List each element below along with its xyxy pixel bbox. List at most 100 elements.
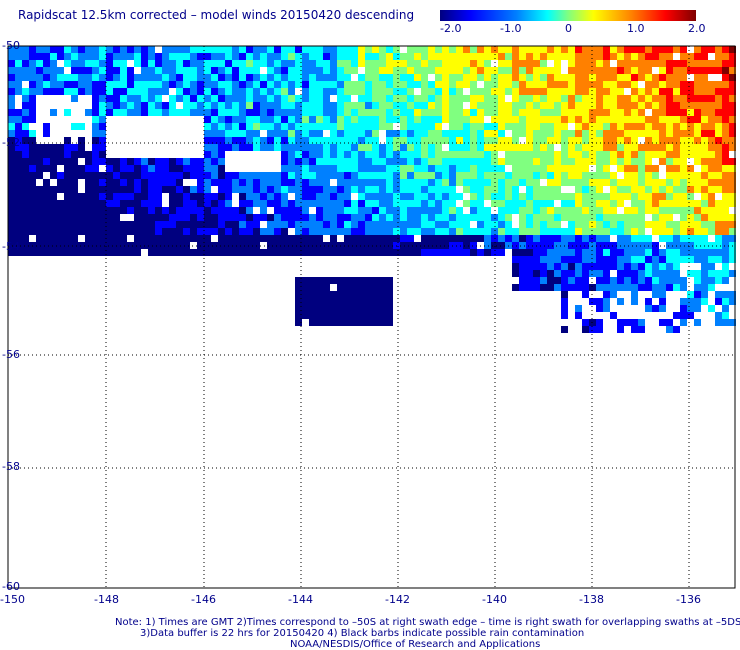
wind-cell [729,95,736,102]
wind-cell [631,298,638,305]
wind-cell [456,179,463,186]
wind-cell [575,158,582,165]
wind-cell [267,193,274,200]
wind-cell [435,158,442,165]
wind-cell [204,109,211,116]
wind-cell [680,228,687,235]
wind-cell [554,53,561,60]
wind-cell [22,130,29,137]
wind-cell [365,207,372,214]
wind-cell [190,235,197,242]
wind-cell [708,242,715,249]
wind-cell [134,179,141,186]
wind-cell [85,74,92,81]
wind-cell [281,235,288,242]
wind-cell [512,116,519,123]
wind-cell [141,95,148,102]
wind-cell [610,221,617,228]
wind-cell [722,207,729,214]
wind-cell [659,221,666,228]
wind-cell [498,214,505,221]
wind-cell [575,123,582,130]
wind-cell [36,53,43,60]
wind-cell [449,207,456,214]
wind-cell [519,158,526,165]
wind-cell [582,200,589,207]
wind-cell [50,88,57,95]
wind-cell [729,158,736,165]
wind-cell [113,228,120,235]
wind-cell [505,102,512,109]
wind-cell [652,95,659,102]
wind-cell [554,158,561,165]
wind-cell [589,130,596,137]
wind-cell [393,165,400,172]
wind-cell [8,137,15,144]
wind-cell [512,263,519,270]
wind-cell [568,235,575,242]
wind-cell [29,228,36,235]
wind-cell [64,242,71,249]
wind-cell [414,53,421,60]
wind-cell [624,186,631,193]
wind-cell [330,53,337,60]
wind-cell [701,284,708,291]
wind-cell [155,200,162,207]
wind-cell [603,165,610,172]
wind-cell [267,81,274,88]
wind-cell [43,242,50,249]
wind-cell [316,249,323,256]
wind-cell [603,228,610,235]
wind-cell [400,207,407,214]
wind-cell [666,263,673,270]
wind-cell [547,102,554,109]
wind-cell [540,102,547,109]
wind-cell [729,186,736,193]
wind-cell [561,312,568,319]
wind-cell [575,88,582,95]
wind-cell [127,67,134,74]
wind-cell [708,109,715,116]
y-tick-label: -50 [2,39,20,52]
wind-cell [316,214,323,221]
wind-cell [204,158,211,165]
wind-cell [631,319,638,326]
wind-cell [729,270,736,277]
wind-cell [351,116,358,123]
wind-cell [344,158,351,165]
wind-cell [204,81,211,88]
wind-cell [365,193,372,200]
wind-cell [582,130,589,137]
wind-cell [512,144,519,151]
wind-cell [589,214,596,221]
wind-cell [155,67,162,74]
wind-cell [183,221,190,228]
wind-cell [29,214,36,221]
wind-cell [449,109,456,116]
wind-cell [561,291,568,298]
wind-cell [680,74,687,81]
wind-cell [484,193,491,200]
wind-cell [295,130,302,137]
wind-cell [666,326,673,333]
wind-cell [582,214,589,221]
wind-cell [134,235,141,242]
wind-cell [589,249,596,256]
wind-cell [358,144,365,151]
wind-cell [631,186,638,193]
wind-cell [708,158,715,165]
wind-cell [148,228,155,235]
wind-cell [561,193,568,200]
wind-cell [8,165,15,172]
wind-cell [603,221,610,228]
wind-cell [295,207,302,214]
wind-cell [442,102,449,109]
wind-cell [372,158,379,165]
wind-cell [708,46,715,53]
wind-cell [456,53,463,60]
wind-cell [659,256,666,263]
wind-cell [183,53,190,60]
wind-cell [288,186,295,193]
wind-cell [106,88,113,95]
wind-cell [428,137,435,144]
